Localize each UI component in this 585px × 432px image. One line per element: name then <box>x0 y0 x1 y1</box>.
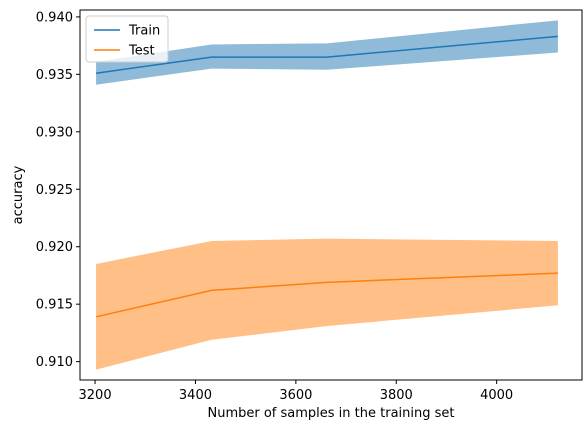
x-tick-label: 3600 <box>279 388 312 403</box>
test-band <box>96 238 558 370</box>
x-axis-label: Number of samples in the training set <box>208 406 455 421</box>
x-tick-label: 3200 <box>79 388 112 403</box>
y-axis-label: accuracy <box>11 165 26 224</box>
y-axis-ticks: 0.910 0.915 0.920 0.925 0.930 0.935 0.940 <box>36 10 80 370</box>
plot-frame <box>79 9 583 381</box>
y-tick-label: 0.940 <box>36 10 73 25</box>
legend: Train Test <box>85 15 169 63</box>
y-tick-label: 0.935 <box>36 68 73 83</box>
legend-label-train: Train <box>128 24 160 39</box>
x-tick-label: 4000 <box>480 388 513 403</box>
x-tick-label: 3800 <box>380 388 413 403</box>
legend-label-test: Test <box>128 44 155 59</box>
y-tick-label: 0.930 <box>36 125 73 140</box>
test-line <box>95 272 558 318</box>
series-lines <box>95 35 558 318</box>
train-line <box>95 35 558 74</box>
y-tick-label: 0.915 <box>36 298 73 313</box>
x-tick-label: 3400 <box>179 388 212 403</box>
confidence-bands <box>96 20 558 370</box>
x-axis-ticks: 3200 3400 3600 3800 4000 <box>79 380 513 403</box>
y-tick-label: 0.910 <box>36 355 73 370</box>
y-tick-label: 0.925 <box>36 183 73 198</box>
y-tick-label: 0.920 <box>36 240 73 255</box>
train-band <box>96 20 558 85</box>
